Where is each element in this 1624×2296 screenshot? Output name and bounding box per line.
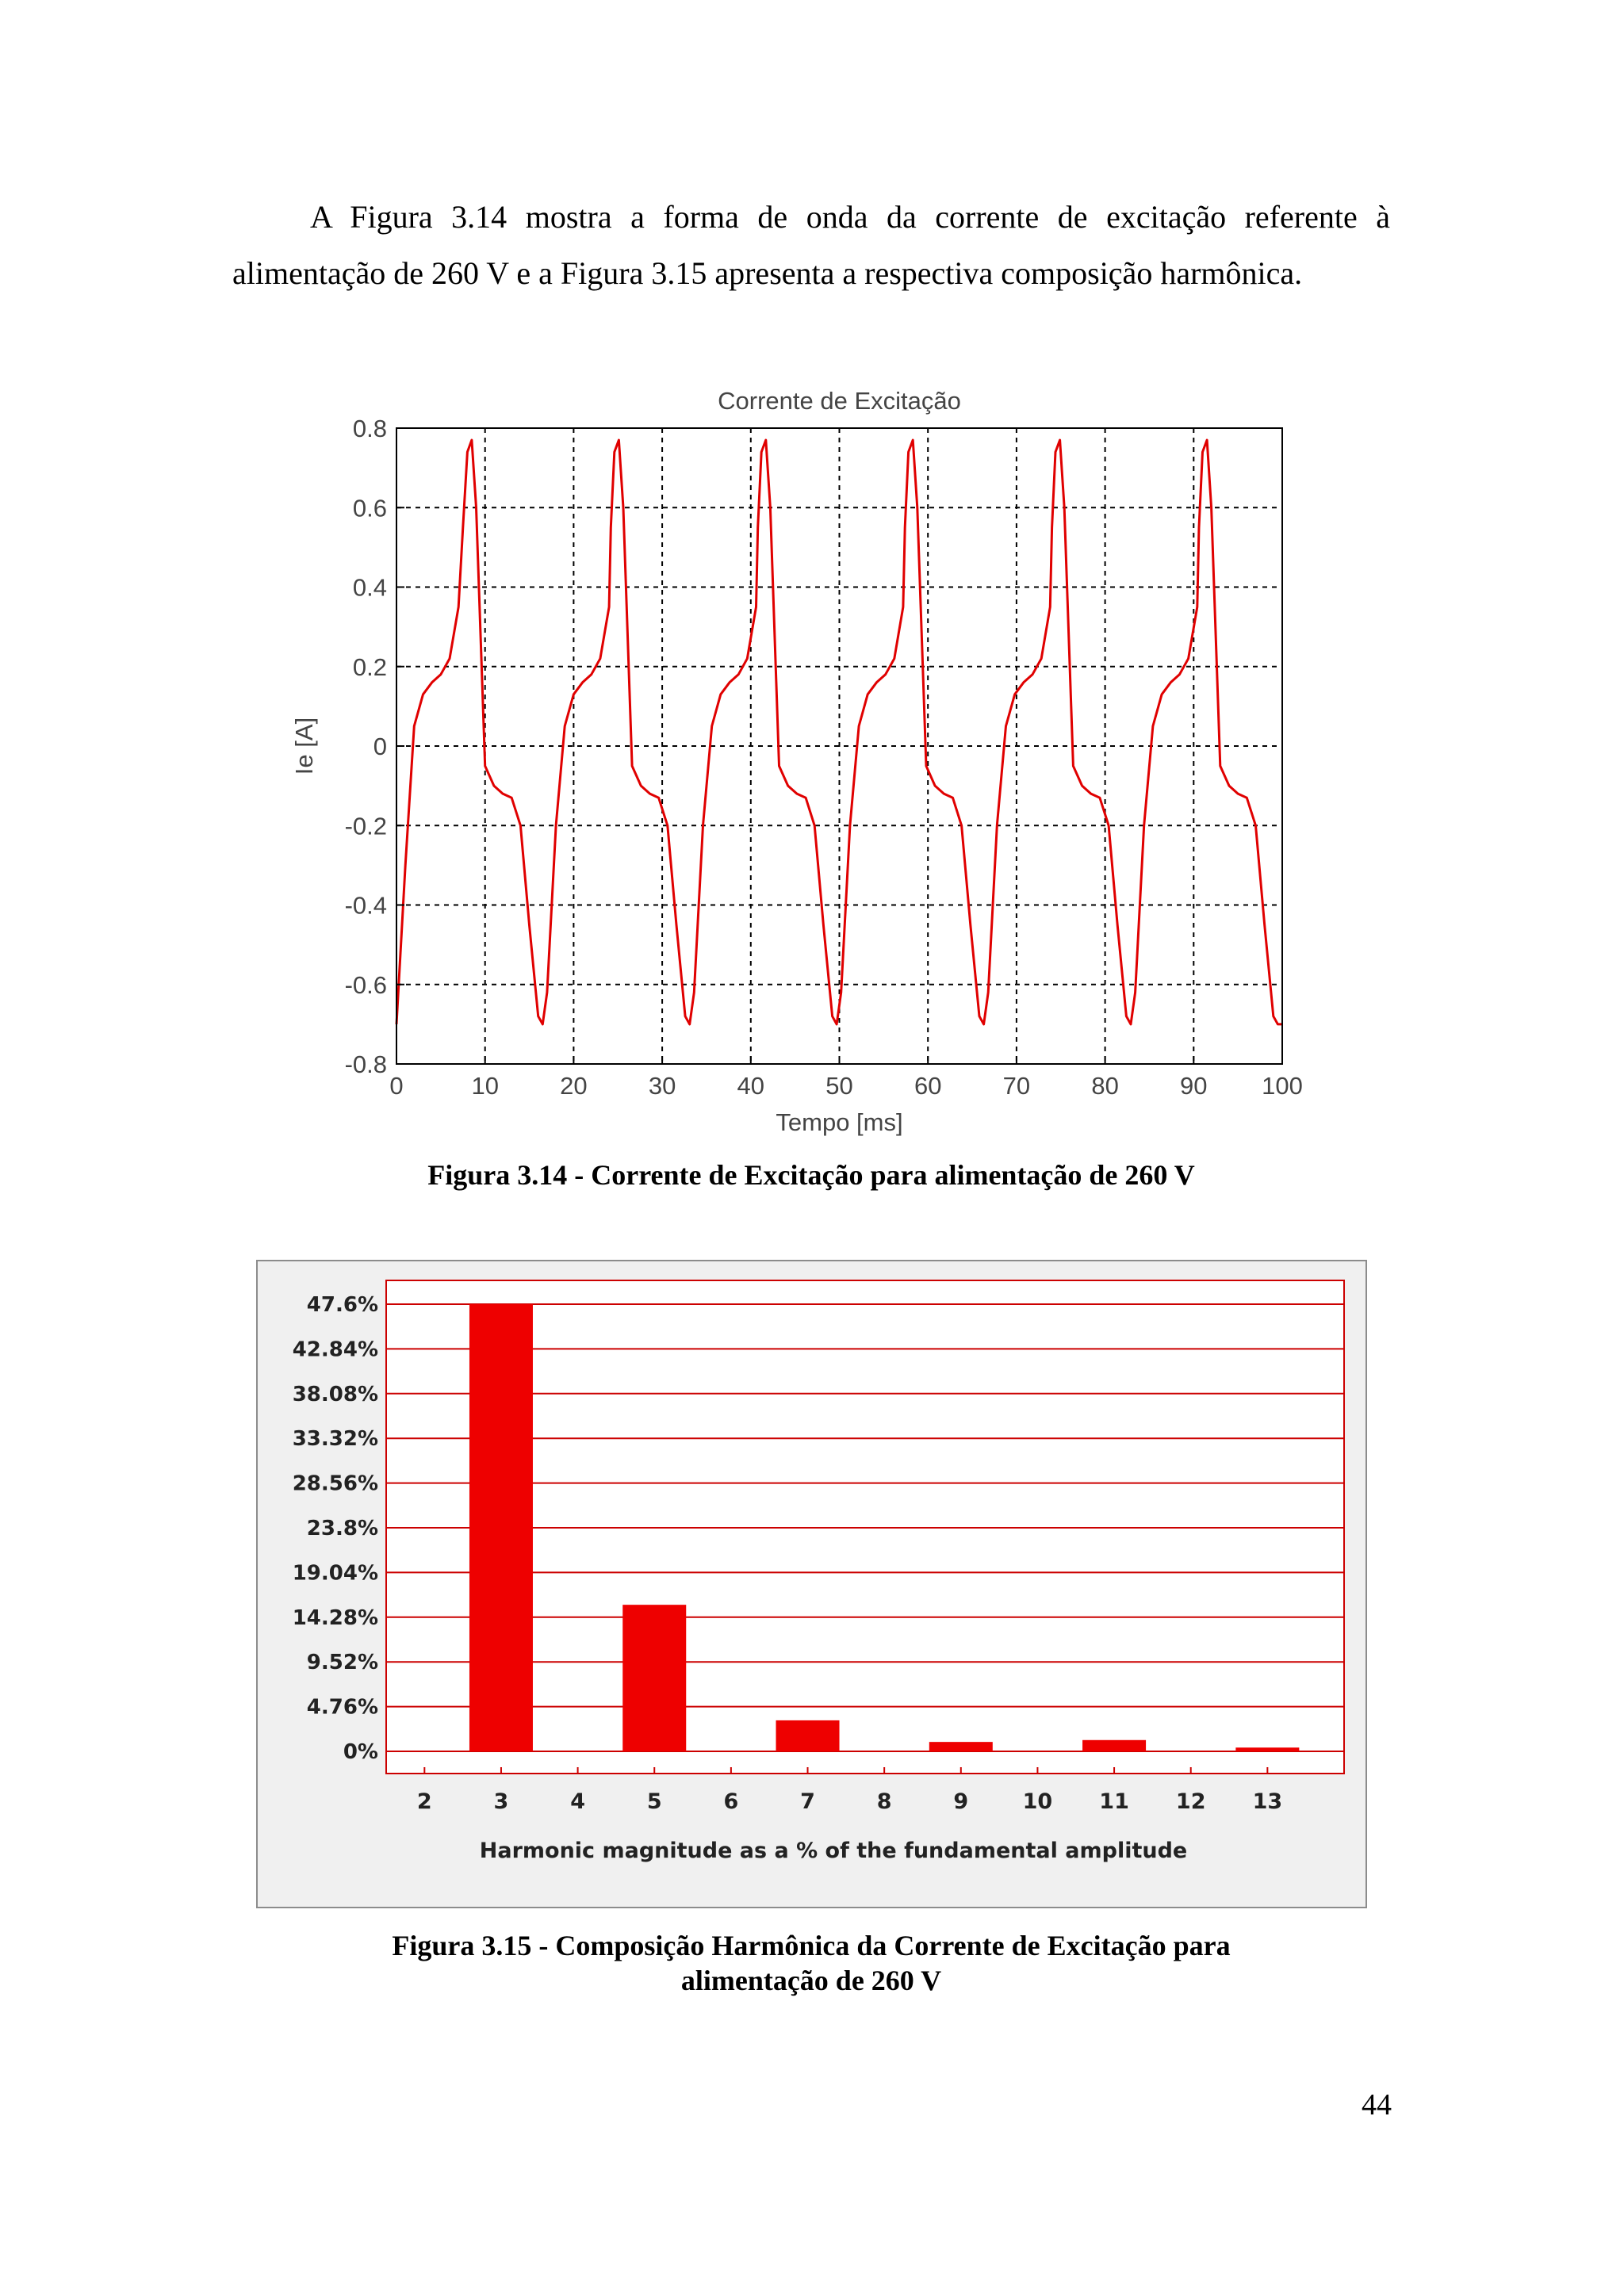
body-paragraph: A Figura 3.14 mostra a forma de onda da … bbox=[232, 189, 1390, 301]
x-tick-label: 70 bbox=[1003, 1072, 1030, 1100]
x-tick-label: 40 bbox=[737, 1072, 764, 1100]
y-tick-label: 47.6% bbox=[307, 1293, 378, 1317]
x-axis-label: Harmonic magnitude as a % of the fundame… bbox=[480, 1839, 1187, 1863]
x-tick-label: 0 bbox=[389, 1072, 403, 1100]
y-tick-label: 0.4 bbox=[353, 574, 387, 602]
bar-h7 bbox=[776, 1720, 840, 1751]
x-tick-label: 100 bbox=[1262, 1072, 1303, 1100]
y-tick-label: 42.84% bbox=[293, 1337, 378, 1361]
y-tick-label: 33.32% bbox=[293, 1427, 378, 1451]
bar-h3 bbox=[469, 1304, 533, 1751]
y-tick-label: 14.28% bbox=[293, 1606, 378, 1630]
y-tick-label: 19.04% bbox=[293, 1561, 378, 1585]
x-tick-label: 7 bbox=[800, 1789, 815, 1814]
x-tick-label: 13 bbox=[1253, 1789, 1283, 1814]
x-tick-label: 2 bbox=[417, 1789, 432, 1814]
y-tick-label: 9.52% bbox=[307, 1651, 378, 1674]
x-tick-label: 3 bbox=[494, 1789, 509, 1814]
bar-h11 bbox=[1082, 1739, 1147, 1751]
x-tick-label: 60 bbox=[914, 1072, 941, 1100]
bar-h13 bbox=[1235, 1747, 1300, 1751]
x-tick-label: 80 bbox=[1091, 1072, 1118, 1100]
y-tick-label: 0.8 bbox=[353, 415, 387, 442]
y-axis-label: Ie [A] bbox=[290, 718, 318, 775]
harmonic-chart-panel: 47.6% 42.84% 38.08% 33.32% 28.56% 23.8% 19.04%… bbox=[256, 1260, 1367, 1908]
y-tick-label: -0.2 bbox=[345, 812, 387, 840]
figure-3-15-caption-line-2: alimentação de 260 V bbox=[680, 1965, 942, 1996]
plot-frame bbox=[385, 1280, 1345, 1774]
figure-3-14-caption: Figura 3.14 - Corrente de Excitação para… bbox=[427, 1159, 1195, 1191]
y-tick-label: 38.08% bbox=[293, 1383, 378, 1406]
page-number: 44 bbox=[1362, 2088, 1392, 2122]
body-paragraph-text: A Figura 3.14 mostra a forma de onda da … bbox=[232, 199, 1390, 291]
excitation-current-chart: 0 10 20 30 40 50 60 70 80 90 100 0.8 0.6 0.4 0.2 0 -0.2 -… bbox=[290, 387, 1303, 1136]
y-tick-label: 0 bbox=[373, 733, 387, 760]
excitation-current-line bbox=[395, 438, 1282, 1026]
x-tick-label: 50 bbox=[825, 1072, 852, 1100]
x-tick-label: 10 bbox=[1023, 1789, 1053, 1814]
y-tick-label: -0.8 bbox=[345, 1050, 387, 1078]
x-tick-label: 11 bbox=[1099, 1789, 1129, 1814]
x-tick-label: 9 bbox=[953, 1789, 968, 1814]
chart-title: Corrente de Excitação bbox=[718, 387, 961, 415]
figure-3-15-caption-line-1: Figura 3.15 - Composição Harmônica da Co… bbox=[392, 1930, 1231, 1961]
x-tick-label: 8 bbox=[877, 1789, 892, 1814]
y-tick-label: 0.6 bbox=[353, 494, 387, 522]
y-tick-label: -0.4 bbox=[345, 892, 387, 920]
x-axis-label: Tempo [ms] bbox=[776, 1108, 902, 1136]
y-tick-label: 23.8% bbox=[307, 1517, 378, 1540]
y-tick-label: 4.76% bbox=[307, 1696, 378, 1720]
x-tick-label: 12 bbox=[1176, 1789, 1206, 1814]
x-tick-label: 5 bbox=[647, 1789, 662, 1814]
bar-h5 bbox=[622, 1605, 687, 1751]
y-tick-label: 28.56% bbox=[293, 1472, 378, 1496]
y-tick-label: -0.6 bbox=[345, 971, 387, 999]
y-tick-label: 0% bbox=[343, 1740, 378, 1764]
x-tick-label: 4 bbox=[570, 1789, 585, 1814]
x-tick-label: 20 bbox=[560, 1072, 587, 1100]
x-tick-label: 90 bbox=[1180, 1072, 1207, 1100]
x-tick-label: 6 bbox=[723, 1789, 738, 1814]
x-tick-label: 10 bbox=[471, 1072, 498, 1100]
x-tick-label: 30 bbox=[649, 1072, 676, 1100]
bar-h9 bbox=[929, 1742, 993, 1751]
y-tick-label: 0.2 bbox=[353, 653, 387, 681]
harmonic-composition-chart: 47.6% 42.84% 38.08% 33.32% 28.56% 23.8% 19.04%… bbox=[293, 1280, 1345, 1863]
